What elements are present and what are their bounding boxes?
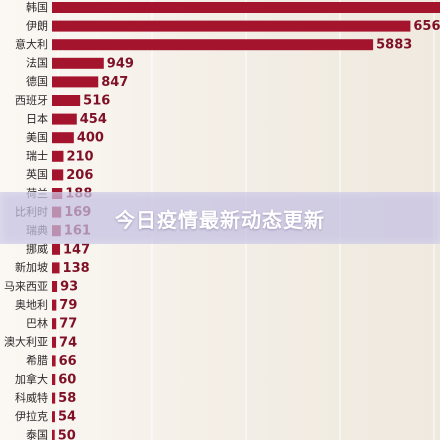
category-label: 挪威	[26, 242, 48, 256]
category-label: 巴林	[26, 316, 48, 330]
bar	[52, 411, 55, 423]
headline-banner: 今日疫情最新动态更新	[0, 192, 440, 244]
category-labels: 韩国伊朗意大利法国德国西班牙日本美国瑞士英国荷兰比利时瑞典挪威新加坡马来西亚奥地…	[4, 0, 48, 440]
category-label: 泰国	[26, 428, 48, 440]
value-label: 58	[58, 391, 76, 406]
category-label: 美国	[26, 131, 48, 144]
value-label: 206	[66, 168, 93, 183]
category-label: 马来西亚	[4, 280, 48, 293]
bar	[52, 318, 57, 330]
value-label: 50	[58, 428, 76, 440]
category-label: 英国	[26, 167, 48, 181]
bar	[52, 299, 57, 311]
value-label: 6566	[413, 19, 440, 34]
category-label: 韩国	[26, 0, 48, 14]
value-label: 60	[58, 373, 76, 388]
value-label: 400	[77, 131, 104, 146]
bar	[52, 262, 60, 274]
bar	[52, 39, 374, 51]
category-label: 新加坡	[15, 260, 48, 274]
category-label: 法国	[26, 56, 48, 70]
bar	[52, 150, 64, 162]
category-label: 科威特	[15, 390, 48, 404]
bar	[52, 429, 55, 440]
category-label: 伊拉克	[15, 409, 48, 423]
category-label: 瑞士	[26, 149, 48, 163]
value-label: 949	[107, 56, 134, 71]
value-label: 454	[80, 112, 107, 127]
value-label: 93	[60, 280, 78, 295]
category-label: 加拿大	[15, 372, 48, 386]
bar	[52, 95, 81, 106]
category-label: 奥地利	[15, 297, 48, 311]
value-label: 138	[63, 261, 90, 276]
bar	[52, 76, 99, 88]
value-label: 66	[59, 354, 77, 369]
value-label: 54	[58, 410, 76, 425]
value-label: 847	[101, 75, 128, 90]
category-label: 澳大利亚	[4, 335, 48, 349]
bar	[52, 281, 58, 292]
value-label: 79	[59, 298, 77, 313]
value-label: 77	[59, 317, 77, 332]
bar	[52, 113, 77, 125]
bar	[52, 169, 64, 181]
bar	[52, 355, 56, 367]
bar	[52, 20, 411, 32]
category-label: 德国	[26, 74, 48, 88]
category-label: 日本	[26, 111, 48, 125]
category-label: 西班牙	[15, 94, 48, 107]
bar	[52, 392, 56, 404]
value-label: 210	[66, 149, 93, 164]
value-label: 74	[59, 335, 77, 350]
bar	[52, 2, 440, 13]
bar	[52, 132, 74, 144]
bar	[52, 57, 104, 69]
value-label: 516	[83, 94, 110, 109]
bar	[52, 336, 57, 348]
bar	[52, 374, 56, 385]
headline-title: 今日疫情最新动态更新	[115, 207, 325, 232]
category-label: 意大利	[15, 37, 48, 51]
category-label: 希腊	[26, 353, 48, 367]
value-label: 147	[63, 242, 90, 257]
category-label: 伊朗	[26, 19, 48, 32]
value-label: 5883	[376, 38, 412, 53]
bar	[52, 243, 61, 255]
